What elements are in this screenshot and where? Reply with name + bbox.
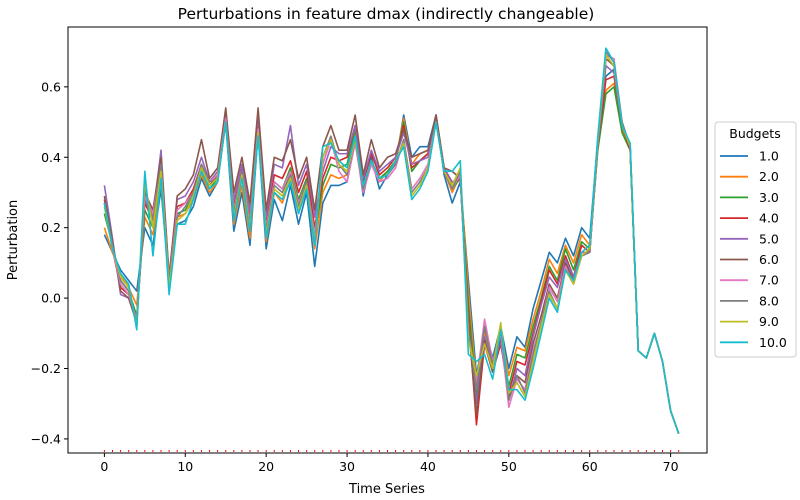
legend-label: 7.0 — [759, 273, 779, 288]
x-tick-label: 30 — [339, 459, 355, 474]
legend-label: 6.0 — [759, 252, 779, 267]
x-tick-label: 60 — [582, 459, 598, 474]
x-axis: 0 10 20 30 40 50 60 70 — [100, 453, 679, 474]
legend-title: Budgets — [729, 126, 780, 141]
chart-title: Perturbations in feature dmax (indirectl… — [178, 5, 595, 23]
legend-label: 4.0 — [759, 211, 779, 226]
series-line — [103, 64, 680, 434]
x-tick-label: 10 — [177, 459, 193, 474]
x-tick-label: 50 — [501, 459, 517, 474]
y-tick-label: 0.0 — [41, 291, 61, 306]
y-axis: −0.4 −0.2 0.0 0.2 0.4 0.6 — [31, 79, 68, 446]
y-tick-label: 0.4 — [41, 150, 61, 165]
plot-area-frame — [67, 26, 708, 454]
y-axis-label: Perturbation — [6, 200, 21, 281]
legend-items: 1.0 2.0 3.0 4.0 5.0 6.0 7.0 8.0 9.0 10.0 — [720, 149, 787, 350]
legend-box — [714, 121, 797, 358]
x-axis-label: Time Series — [348, 482, 425, 497]
series-lines — [103, 47, 680, 434]
legend-label: 2.0 — [759, 169, 779, 184]
y-tick-label: 0.6 — [41, 79, 61, 94]
legend-label: 8.0 — [759, 293, 779, 308]
x-tick-label: 70 — [663, 459, 679, 474]
y-tick-label: −0.4 — [31, 431, 61, 446]
legend-label: 5.0 — [759, 231, 779, 246]
series-line — [103, 47, 680, 434]
x-tick-label: 0 — [100, 459, 108, 474]
legend: Budgets 1.0 2.0 3.0 4.0 5.0 6.0 7.0 8.0 9.0 10.0 — [714, 121, 797, 358]
legend-label: 3.0 — [759, 190, 779, 205]
y-tick-label: 0.2 — [41, 220, 61, 235]
legend-label: 1.0 — [759, 149, 779, 164]
x-tick-label: 20 — [258, 459, 274, 474]
legend-label: 9.0 — [759, 314, 779, 329]
y-tick-label: −0.2 — [31, 361, 61, 376]
legend-label: 10.0 — [759, 335, 787, 350]
red-tick-marks — [103, 450, 680, 452]
x-tick-label: 40 — [420, 459, 436, 474]
